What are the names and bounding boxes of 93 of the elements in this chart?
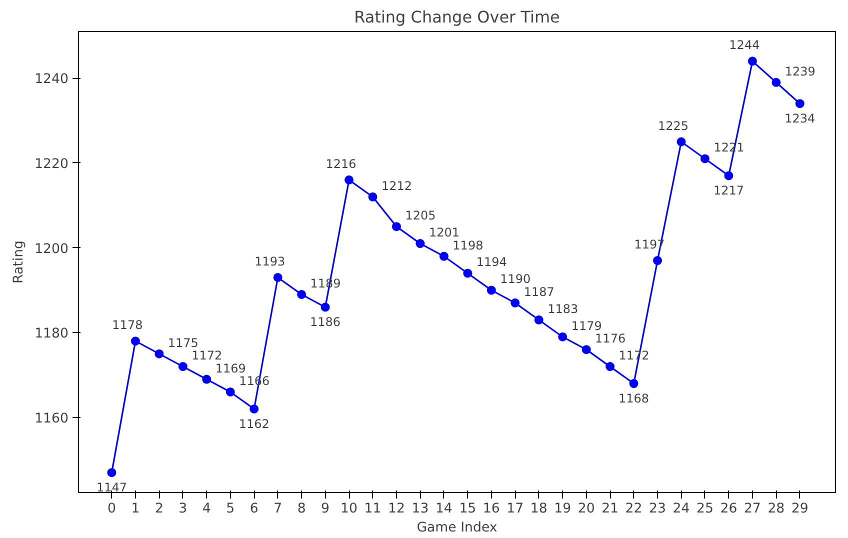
x-tick-label: 16 bbox=[482, 502, 500, 516]
data-label: 1187 bbox=[524, 284, 554, 299]
data-label: 1183 bbox=[548, 302, 578, 316]
x-tick-label: 15 bbox=[459, 502, 476, 516]
x-tick-label: 21 bbox=[602, 502, 619, 516]
point bbox=[510, 298, 520, 308]
data-label: 1234 bbox=[784, 112, 816, 126]
point bbox=[273, 272, 282, 282]
x-tick-label: 19 bbox=[554, 502, 572, 516]
x-tick-label: 18 bbox=[530, 502, 548, 516]
data-label: 1205 bbox=[405, 208, 436, 223]
data-label: 1217 bbox=[713, 184, 744, 198]
point bbox=[676, 137, 686, 146]
point bbox=[700, 154, 710, 164]
point bbox=[463, 268, 472, 278]
x-tick-label: 29 bbox=[791, 502, 808, 516]
x-tick-label: 22 bbox=[625, 502, 642, 516]
x-tick-label: 10 bbox=[340, 502, 358, 516]
x-tick-label: 5 bbox=[226, 502, 235, 516]
y-axis-title: Rating bbox=[12, 240, 27, 284]
x-axis-title: Game Index bbox=[416, 520, 498, 536]
x-tick-label: 4 bbox=[202, 502, 211, 516]
x-tick-label: 9 bbox=[321, 502, 330, 516]
data-label: 1176 bbox=[595, 332, 626, 346]
data-label: 1216 bbox=[326, 156, 356, 171]
x-tick-label: 12 bbox=[388, 502, 405, 516]
point bbox=[795, 99, 804, 108]
x-tick-label: 26 bbox=[720, 502, 738, 516]
data-label: 1194 bbox=[476, 255, 507, 270]
y-tick-label: 1200 bbox=[34, 242, 69, 257]
x-tick-label: 27 bbox=[744, 502, 761, 516]
x-tick-label: 28 bbox=[768, 502, 785, 516]
y-tick-label: 1180 bbox=[34, 326, 69, 342]
data-label: 1169 bbox=[215, 361, 246, 376]
x-tick-label: 1 bbox=[131, 502, 140, 516]
x-tick-label: 23 bbox=[649, 502, 666, 516]
y-tick-label: 1240 bbox=[34, 72, 69, 88]
x-tick-label: 3 bbox=[178, 502, 188, 516]
point bbox=[724, 171, 734, 180]
x-tick-label: 17 bbox=[506, 502, 524, 516]
data-label: 1193 bbox=[254, 254, 286, 268]
data-label: 1179 bbox=[571, 318, 602, 333]
point bbox=[178, 362, 188, 372]
data-label: 1190 bbox=[500, 272, 531, 286]
x-tick-label: 20 bbox=[578, 502, 595, 516]
point bbox=[154, 349, 164, 358]
data-label: 1225 bbox=[658, 118, 689, 133]
x-tick-label: 14 bbox=[435, 502, 452, 516]
data-label: 1175 bbox=[168, 336, 198, 350]
point bbox=[344, 175, 354, 184]
x-tick-label: 11 bbox=[364, 502, 382, 516]
point bbox=[582, 345, 591, 354]
point bbox=[558, 332, 568, 342]
x-tick-label: 6 bbox=[250, 502, 258, 516]
chart-title: Rating Change Over Time bbox=[354, 8, 560, 26]
data-label: 1162 bbox=[238, 416, 270, 431]
x-tick-label: 25 bbox=[696, 502, 714, 516]
point bbox=[416, 239, 425, 248]
data-label: 1198 bbox=[452, 238, 484, 252]
x-tick-label: 8 bbox=[297, 502, 306, 516]
y-tick-label: 1220 bbox=[34, 156, 69, 172]
point bbox=[320, 302, 330, 312]
point bbox=[748, 56, 757, 66]
point bbox=[130, 336, 140, 346]
point bbox=[772, 78, 781, 87]
x-tick-label: 24 bbox=[672, 502, 690, 516]
x-tick-label: 2 bbox=[154, 502, 164, 516]
point bbox=[226, 387, 235, 396]
data-label: 1244 bbox=[729, 38, 760, 52]
point bbox=[534, 315, 544, 324]
point bbox=[297, 290, 306, 299]
point bbox=[439, 252, 448, 261]
point bbox=[250, 404, 259, 414]
y-tick-label: 1160 bbox=[34, 411, 69, 426]
point bbox=[202, 374, 212, 384]
data-label: 1186 bbox=[310, 315, 341, 330]
point bbox=[606, 362, 615, 372]
data-label: 1239 bbox=[784, 64, 816, 78]
point bbox=[629, 379, 638, 388]
data-label: 1212 bbox=[381, 178, 412, 193]
data-label: 1178 bbox=[112, 318, 143, 332]
data-label: 1168 bbox=[618, 392, 650, 406]
data-label: 1201 bbox=[428, 226, 460, 240]
point bbox=[486, 286, 496, 295]
x-tick-label: 0 bbox=[107, 502, 116, 516]
x-tick-label: 13 bbox=[412, 502, 429, 516]
point bbox=[392, 222, 401, 232]
data-label: 1172 bbox=[192, 348, 222, 363]
point bbox=[368, 192, 378, 202]
point bbox=[653, 256, 662, 266]
data-label: 1147 bbox=[96, 480, 127, 495]
point bbox=[107, 468, 116, 478]
x-tick-label: 7 bbox=[274, 502, 282, 516]
